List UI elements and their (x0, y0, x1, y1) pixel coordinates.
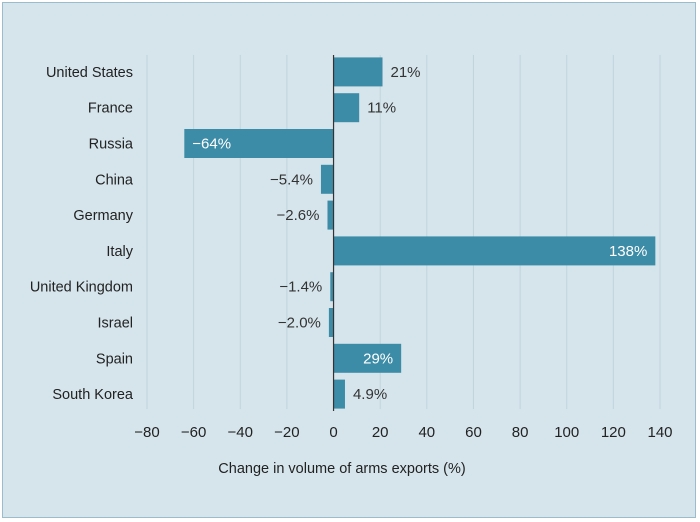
bar-united-kingdom (330, 272, 334, 302)
value-label: −64% (192, 136, 231, 153)
x-tick-label: 20 (372, 424, 389, 441)
x-tick-label: 100 (554, 424, 579, 441)
value-label: −2.6% (277, 207, 320, 224)
bar-russia (184, 129, 334, 158)
value-label: 29% (363, 350, 393, 367)
x-tick-label: −60 (181, 424, 206, 441)
grid-lines (146, 55, 661, 409)
value-label: −5.4% (270, 171, 313, 188)
bar-south-korea (333, 379, 345, 409)
value-label: 138% (609, 243, 647, 260)
category-label: Israel (98, 316, 133, 332)
bar-france (333, 93, 360, 123)
bar-spain (333, 343, 402, 373)
value-labels: 21% 11% −64% −5.4% −2.6% 138% −1.4% −2.0% 29% 4.9… (192, 64, 647, 403)
category-label: United Kingdom (30, 280, 133, 296)
x-tick-label: 40 (418, 424, 435, 441)
category-label: Spain (96, 351, 133, 367)
value-label: 4.9% (353, 386, 387, 403)
x-tick-label: 60 (465, 424, 482, 441)
bar-italy (333, 236, 656, 266)
category-label: Russia (89, 137, 134, 153)
bar-germany (327, 200, 334, 230)
x-tick-label: −20 (274, 424, 299, 441)
x-tick-labels: −80 −60 −40 −20 0 20 40 60 80 100 120 140 (134, 424, 672, 441)
bar-united-states (333, 57, 383, 87)
value-label: 21% (391, 64, 421, 81)
x-tick-label: −80 (134, 424, 159, 441)
x-axis-title: Change in volume of arms exports (%) (218, 461, 465, 477)
category-label: France (88, 101, 133, 117)
x-tick-label: 140 (647, 424, 672, 441)
value-label: 11% (367, 100, 396, 117)
value-label: −2.0% (278, 315, 321, 332)
category-label: China (95, 172, 134, 188)
bar-israel (328, 308, 334, 337)
category-label: Germany (73, 208, 133, 224)
x-tick-label: 120 (601, 424, 626, 441)
bars (184, 57, 656, 409)
x-tick-label: −40 (228, 424, 253, 441)
bar-china (320, 164, 334, 194)
category-label: Italy (106, 244, 133, 260)
category-label: United States (46, 65, 133, 81)
category-label: South Korea (52, 387, 134, 403)
value-label: −1.4% (279, 279, 322, 296)
category-labels: United States France Russia China Germany Ita… (30, 65, 134, 403)
x-tick-label: 0 (329, 424, 337, 441)
x-tick-label: 80 (512, 424, 529, 441)
